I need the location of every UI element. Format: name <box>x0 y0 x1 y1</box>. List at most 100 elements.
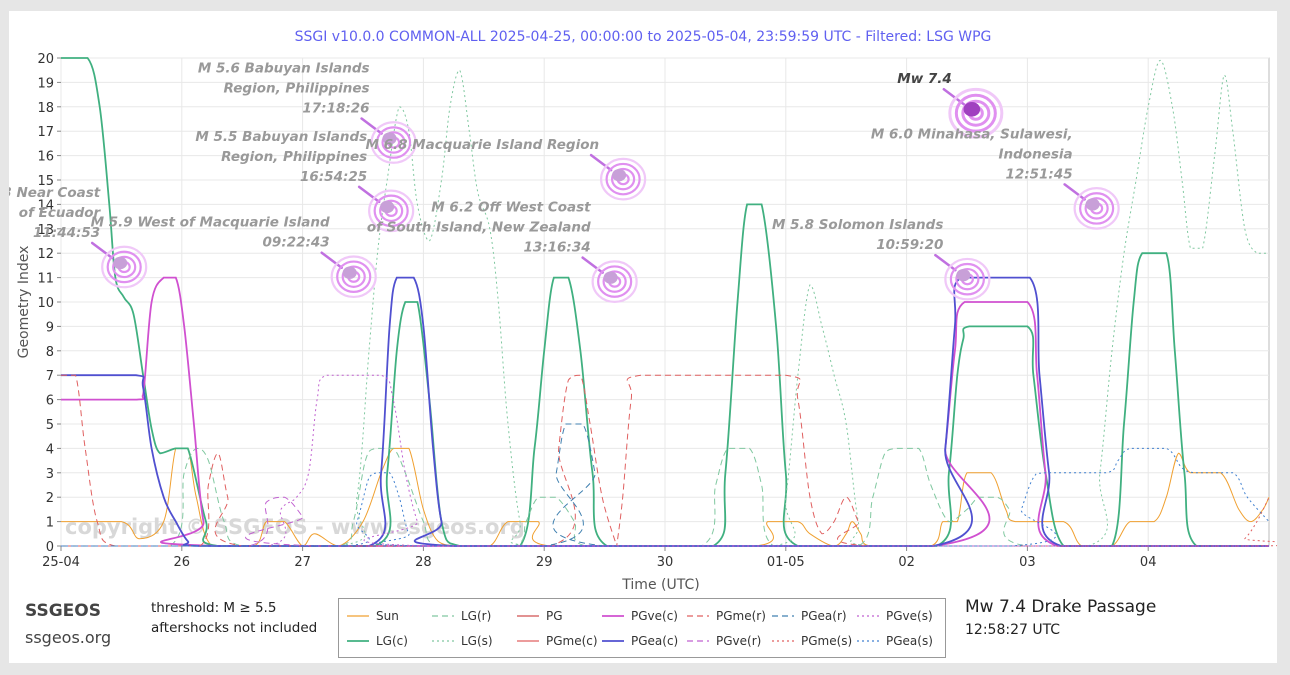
legend-item: Sun <box>347 609 399 623</box>
annotation-label: 11:44:53 <box>33 225 100 241</box>
series-line <box>61 496 1269 547</box>
marker-ring <box>591 260 638 303</box>
marker-ring <box>1084 197 1109 220</box>
legend-label: PGea(r) <box>801 609 847 623</box>
chart-legend: Sun LG(r) PG PGve(c) PGme(r) PGea(r) PGve(s) LG… <box>338 598 946 658</box>
marker-ring <box>379 199 404 223</box>
legend-item: PGve(s) <box>857 609 933 623</box>
brand-name: SSGEOS <box>25 601 101 621</box>
y-tick-label: 4 <box>46 442 54 457</box>
legend-swatch <box>857 615 879 617</box>
marker-ring <box>375 126 412 159</box>
x-axis-label: Time (UTC) <box>621 577 699 593</box>
annotation-label: M 5.5 Babuyan Islands <box>195 129 367 145</box>
marker-ring <box>370 121 417 164</box>
marker-core <box>342 266 357 279</box>
y-tick-label: 15 <box>37 174 54 189</box>
y-tick-label: 2 <box>46 491 54 506</box>
marker-core <box>956 269 971 282</box>
annotation-label: M 6.0 Minahasa, Sulawesi, <box>871 126 1073 142</box>
series-line <box>61 374 1269 547</box>
annotation-label: M 6.3 Near Coast <box>9 185 101 201</box>
annotation-label: 12:51:45 <box>1005 166 1072 182</box>
legend-item: PGea(r) <box>772 609 847 623</box>
annotation-pointer <box>90 241 114 260</box>
legend-label: PGea(c) <box>631 634 679 648</box>
marker-ring <box>1073 187 1120 230</box>
legend-swatch <box>772 615 794 617</box>
annotation-label: Region, Philippines <box>224 81 370 97</box>
x-tick-label: 27 <box>294 555 311 570</box>
y-tick-label: 3 <box>46 467 54 482</box>
marker-ring <box>101 245 148 289</box>
x-tick-label: 25-04 <box>42 555 80 570</box>
y-tick-label: 10 <box>37 296 54 311</box>
x-tick-label: 04 <box>1140 555 1157 570</box>
chart-page: SSGI v10.0.0 COMMON-ALL 2025-04-25, 00:0… <box>9 11 1277 663</box>
watermark: copyright © SSGEOS - www.ssgeos.org <box>65 515 525 539</box>
y-tick-label: 11 <box>37 272 54 287</box>
legend-item: LG(r) <box>432 609 491 623</box>
event-time: 12:58:27 UTC <box>965 622 1061 638</box>
marker-core <box>603 271 618 284</box>
legend-label: PGme(r) <box>716 609 766 623</box>
marker-ring <box>330 255 377 299</box>
marker-ring <box>944 257 991 301</box>
legend-item: LG(s) <box>432 634 493 648</box>
legend-label: PGme(c) <box>546 634 598 648</box>
annotation-pointer <box>934 253 957 272</box>
marker-core <box>963 101 981 117</box>
marker-core <box>380 200 395 213</box>
marker-ring <box>1079 192 1115 225</box>
legend-item: PGve(c) <box>602 609 678 623</box>
series-line <box>60 447 1270 547</box>
marker-core <box>1085 198 1100 211</box>
marker-ring <box>597 265 633 298</box>
x-tick-label: 02 <box>898 555 915 570</box>
legend-label: PGve(r) <box>716 634 762 648</box>
annotation-pointer <box>357 185 381 204</box>
annotation-layer: M 6.3 Near Coast of Ecuador 11:44:53 M 5.6 … <box>9 61 1120 303</box>
y-tick-label: 18 <box>37 101 54 116</box>
chart-title: SSGI v10.0.0 COMMON-ALL 2025-04-25, 00:0… <box>294 29 992 45</box>
legend-swatch <box>602 615 624 617</box>
legend-item: PGme(c) <box>517 634 598 648</box>
annotation-label: 09:22:43 <box>263 235 330 251</box>
annotation-label: 17:18:26 <box>302 101 369 117</box>
annotation-pointer <box>1063 183 1086 201</box>
marker-ring <box>112 255 137 279</box>
legend-label: LG(r) <box>461 609 492 623</box>
series-line <box>61 447 1269 547</box>
x-tick-label: 01-05 <box>767 555 805 570</box>
legend-swatch <box>517 640 539 642</box>
legend-label: PGea(s) <box>886 634 933 648</box>
y-tick-label: 20 <box>37 52 54 67</box>
y-tick-label: 19 <box>37 76 54 91</box>
annotation-pointer <box>320 251 343 269</box>
y-tick-label: 8 <box>46 345 54 360</box>
legend-label: PGve(c) <box>631 609 678 623</box>
legend-label: PG <box>546 609 563 623</box>
marker-ring <box>949 262 985 296</box>
marker-ring <box>336 260 372 294</box>
marker-core <box>612 168 627 182</box>
series-layer <box>60 57 1277 547</box>
marker-ring <box>602 270 627 293</box>
legend-swatch <box>432 640 454 642</box>
marker-ring <box>961 99 991 127</box>
y-tick-label: 5 <box>46 418 54 433</box>
y-tick-label: 9 <box>46 320 54 335</box>
y-tick-label: 14 <box>37 198 54 213</box>
legend-item: PGme(s) <box>772 634 852 648</box>
x-axis-ticks: 25-04 26 27 28 29 30 01-05 02 03 04 <box>42 546 1156 570</box>
annotation-label: M 6.8 Macquarie Island Region <box>365 137 599 153</box>
legend-swatch <box>857 640 879 642</box>
legend-item: LG(c) <box>347 634 408 648</box>
annotation-label: 16:54:25 <box>300 169 367 185</box>
x-tick-label: 26 <box>174 555 191 570</box>
legend-item: PGve(r) <box>687 634 761 648</box>
x-tick-label: 29 <box>536 555 553 570</box>
event-name: Mw 7.4 Drake Passage <box>965 597 1157 617</box>
